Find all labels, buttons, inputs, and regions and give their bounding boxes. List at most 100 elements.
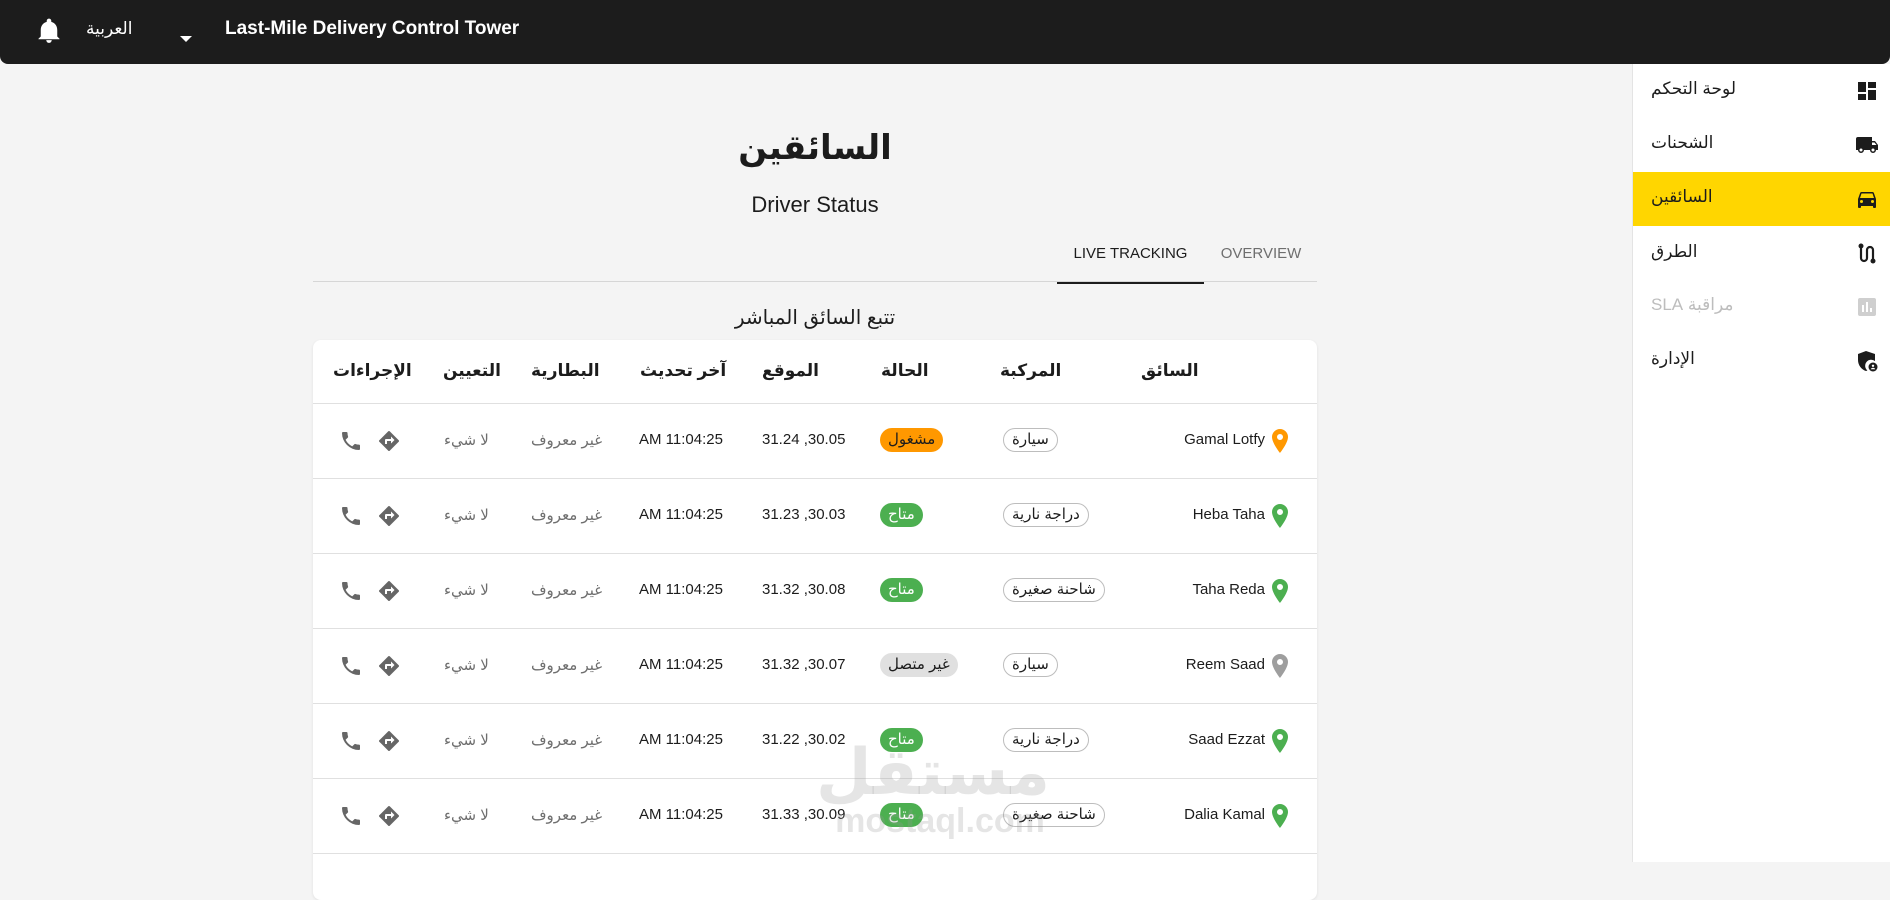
location-value: 31.32 ,30.08 [762, 581, 846, 598]
sidebar-item-route[interactable]: الطرق [1633, 227, 1890, 281]
location-pin-icon [1272, 804, 1288, 828]
directions-icon[interactable] [377, 504, 401, 528]
directions-icon[interactable] [377, 579, 401, 603]
directions-icon[interactable] [377, 729, 401, 753]
section-title: تتبع السائق المباشر [734, 307, 896, 329]
sidebar-item-car[interactable]: السائقين [1633, 172, 1890, 226]
top-app-bar: العربية Last-Mile Delivery Control Tower [0, 0, 1890, 64]
last-update-value: AM 11:04:25 [639, 506, 723, 523]
column-header-last-update[interactable]: آخر تحديث [640, 361, 727, 380]
column-header-location[interactable]: الموقع [762, 361, 820, 380]
vehicle-chip: شاحنة صغيرة [1003, 578, 1105, 602]
location-value: 31.33 ,30.09 [762, 806, 846, 823]
column-header-battery[interactable]: البطارية [531, 361, 600, 380]
table-header-row: السائق المركبة الحالة الموقع آخر تحديث ا… [313, 340, 1317, 404]
tabs-divider [313, 281, 1317, 282]
sidebar: لوحة التحكم الشحنات السائقين الطرق مراقبة SL… [1632, 64, 1890, 862]
driver-name: Heba Taha [1192, 506, 1265, 523]
driver-name: Taha Reda [1192, 581, 1265, 598]
location-value: 31.23 ,30.03 [762, 506, 846, 523]
vehicle-chip: دراجة نارية [1003, 503, 1089, 527]
status-badge: متاح [880, 728, 923, 752]
tab-overview[interactable]: OVERVIEW [1220, 245, 1302, 262]
location-value: 31.32 ,30.07 [762, 656, 846, 673]
truck-icon [1856, 137, 1878, 153]
phone-icon[interactable] [339, 429, 363, 453]
battery-value: غير معروف [531, 432, 603, 449]
directions-icon[interactable] [377, 804, 401, 828]
driver-name: Gamal Lotfy [1184, 431, 1265, 448]
sidebar-item-label: الإدارة [1651, 349, 1695, 368]
location-pin-icon [1272, 429, 1288, 453]
last-update-value: AM 11:04:25 [639, 656, 723, 673]
column-header-assignment[interactable]: التعيين [443, 361, 501, 380]
phone-icon[interactable] [339, 804, 363, 828]
bell-icon[interactable] [38, 18, 60, 44]
location-pin-icon [1272, 504, 1288, 528]
battery-value: غير معروف [531, 807, 603, 824]
phone-icon[interactable] [339, 654, 363, 678]
chart-icon [1858, 298, 1876, 316]
battery-value: غير معروف [531, 732, 603, 749]
driver-name: Reem Saad [1185, 656, 1265, 673]
status-badge: غير متصل [880, 653, 958, 677]
table-row[interactable]: Reem Saad سيارة غير متصل 31.32 ,30.07 AM 11:… [313, 629, 1317, 704]
location-pin-icon [1272, 654, 1288, 678]
drivers-table: السائق المركبة الحالة الموقع آخر تحديث ا… [313, 340, 1317, 900]
last-update-value: AM 11:04:25 [639, 431, 723, 448]
assignment-value: لا شيء [444, 582, 489, 599]
page-title: السائقين [738, 129, 892, 167]
table-row[interactable]: Gamal Lotfy سيارة مشغول 31.24 ,30.05 AM 11:0… [313, 404, 1317, 479]
page-subtitle: Driver Status [751, 192, 879, 217]
column-header-status[interactable]: الحالة [881, 361, 929, 380]
column-header-driver[interactable]: السائق [1141, 361, 1199, 380]
last-update-value: AM 11:04:25 [639, 731, 723, 748]
sidebar-item-dashboard[interactable]: لوحة التحكم [1633, 64, 1890, 118]
assignment-value: لا شيء [444, 732, 489, 749]
location-value: 31.24 ,30.05 [762, 431, 846, 448]
sidebar-item-label: السائقين [1651, 187, 1713, 206]
tab-live-tracking[interactable]: LIVE TRACKING [1057, 245, 1204, 284]
sidebar-item-label: مراقبة SLA [1651, 295, 1734, 314]
location-pin-icon [1272, 579, 1288, 603]
caret-down-icon [180, 36, 192, 42]
status-badge: مشغول [880, 428, 944, 452]
phone-icon[interactable] [339, 579, 363, 603]
vehicle-chip: سيارة [1003, 653, 1058, 677]
column-header-actions: الإجراءات [333, 361, 412, 380]
sidebar-item-admin-shield[interactable]: الإدارة [1633, 334, 1890, 388]
assignment-value: لا شيء [444, 432, 489, 449]
directions-icon[interactable] [377, 654, 401, 678]
car-icon [1858, 192, 1876, 208]
vehicle-chip: دراجة نارية [1003, 728, 1089, 752]
battery-value: غير معروف [531, 582, 603, 599]
status-badge: متاح [880, 803, 923, 827]
battery-value: غير معروف [531, 657, 603, 674]
table-row[interactable]: Taha Reda شاحنة صغيرة متاح 31.32 ,30.08 AM 1… [313, 554, 1317, 629]
directions-icon[interactable] [377, 429, 401, 453]
phone-icon[interactable] [339, 729, 363, 753]
column-header-vehicle[interactable]: المركبة [1000, 361, 1062, 380]
sidebar-item-truck[interactable]: الشحنات [1633, 118, 1890, 172]
route-icon [1858, 243, 1876, 264]
assignment-value: لا شيء [444, 807, 489, 824]
admin-shield-icon [1858, 351, 1878, 372]
phone-icon[interactable] [339, 504, 363, 528]
table-row[interactable]: Dalia Kamal شاحنة صغيرة متاح 31.33 ,30.09 AM… [313, 779, 1317, 854]
app-title: Last-Mile Delivery Control Tower [225, 18, 520, 39]
assignment-value: لا شيء [444, 657, 489, 674]
language-select[interactable]: العربية [64, 10, 192, 52]
table-row[interactable]: Saad Ezzat دراجة نارية متاح 31.22 ,30.02 AM … [313, 704, 1317, 779]
table-row[interactable]: Heba Taha دراجة نارية متاح 31.23 ,30.03 AM 1… [313, 479, 1317, 554]
location-pin-icon [1272, 729, 1288, 753]
last-update-value: AM 11:04:25 [639, 581, 723, 598]
driver-name: Saad Ezzat [1188, 731, 1265, 748]
battery-value: غير معروف [531, 507, 603, 524]
driver-name: Dalia Kamal [1184, 806, 1265, 823]
sidebar-item-chart: مراقبة SLA [1633, 280, 1890, 334]
dashboard-icon [1858, 82, 1876, 100]
vehicle-chip: سيارة [1003, 428, 1058, 452]
location-value: 31.22 ,30.02 [762, 731, 846, 748]
sidebar-item-label: الشحنات [1651, 133, 1714, 152]
sidebar-item-label: الطرق [1651, 242, 1698, 261]
